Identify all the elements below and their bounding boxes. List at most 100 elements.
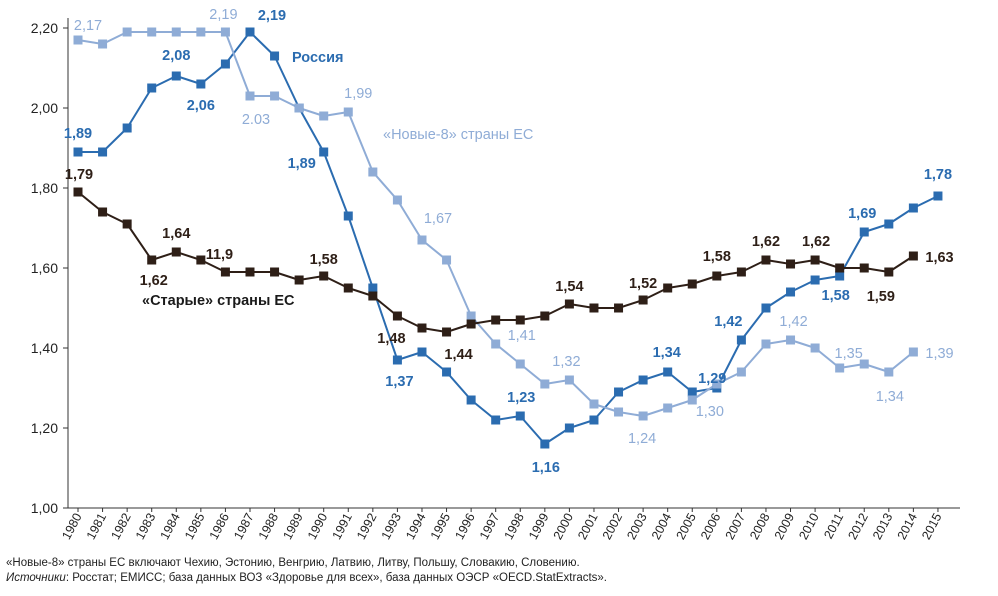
marker-new8 bbox=[908, 347, 918, 357]
marker-russia bbox=[368, 283, 378, 293]
series-markers bbox=[73, 27, 943, 449]
y-tick-label: 1,20 bbox=[31, 420, 58, 436]
marker-old bbox=[171, 247, 181, 257]
data-label-new8: 1,42 bbox=[779, 314, 807, 330]
data-label-russia: 1,37 bbox=[385, 374, 413, 390]
marker-old bbox=[810, 255, 820, 265]
marker-old bbox=[515, 315, 525, 325]
marker-new8 bbox=[638, 411, 648, 421]
x-tick-label: 2014 bbox=[895, 511, 920, 542]
x-tick-label: 1996 bbox=[452, 511, 477, 542]
marker-new8 bbox=[810, 343, 820, 353]
marker-new8 bbox=[319, 111, 329, 121]
series-name-old: «Старые» страны ЕС bbox=[142, 293, 295, 309]
marker-old bbox=[663, 283, 673, 293]
marker-old bbox=[368, 291, 378, 301]
x-tick-label: 1991 bbox=[330, 511, 355, 542]
marker-old bbox=[786, 259, 796, 269]
data-label-russia: 1,16 bbox=[532, 460, 560, 476]
marker-old bbox=[147, 255, 157, 265]
x-tick-label: 2013 bbox=[870, 511, 895, 542]
x-tick-label: 2007 bbox=[723, 511, 748, 542]
marker-new8 bbox=[761, 339, 771, 349]
marker-new8 bbox=[220, 27, 230, 37]
marker-new8 bbox=[614, 407, 624, 417]
marker-old bbox=[98, 207, 108, 217]
marker-new8 bbox=[147, 27, 157, 37]
marker-russia bbox=[810, 275, 820, 285]
marker-old bbox=[638, 295, 648, 305]
marker-russia bbox=[442, 367, 452, 377]
x-tick-label: 2009 bbox=[772, 511, 797, 542]
marker-old bbox=[319, 271, 329, 281]
x-tick-label: 1988 bbox=[256, 511, 281, 542]
marker-new8 bbox=[663, 403, 673, 413]
marker-new8 bbox=[515, 359, 525, 369]
marker-russia bbox=[417, 347, 427, 357]
marker-new8 bbox=[736, 367, 746, 377]
data-label-old: 1,62 bbox=[752, 234, 780, 250]
footnote-note: «Новые-8» страны ЕС включают Чехию, Эсто… bbox=[6, 557, 580, 569]
marker-new8 bbox=[564, 375, 574, 385]
data-label-old: 11,9 bbox=[206, 247, 233, 263]
data-label-new8: 2,19 bbox=[209, 7, 237, 23]
marker-old bbox=[442, 327, 452, 337]
marker-old bbox=[908, 251, 918, 261]
marker-new8 bbox=[245, 91, 255, 101]
marker-old bbox=[270, 267, 280, 277]
data-label-old: 1,59 bbox=[867, 289, 895, 305]
marker-russia bbox=[245, 27, 255, 37]
x-tick-label: 1986 bbox=[207, 511, 232, 542]
x-tick-label: 2002 bbox=[600, 511, 625, 542]
data-label-russia: 2,08 bbox=[162, 48, 190, 64]
x-tick-label: 2005 bbox=[673, 511, 698, 542]
marker-russia bbox=[736, 335, 746, 345]
data-label-new8: 1,35 bbox=[835, 346, 863, 362]
y-tick-label: 1,60 bbox=[31, 260, 58, 276]
tfr-line-chart: 1,00 1,20 1,40 1,60 1,80 2,00 2,20 1980 1981 1982… bbox=[31, 7, 960, 542]
y-tick-label: 1,00 bbox=[31, 500, 58, 516]
x-tick-label: 1999 bbox=[526, 511, 551, 542]
x-tick-label: 1985 bbox=[182, 511, 207, 542]
marker-old bbox=[736, 267, 746, 277]
x-tick-label: 1984 bbox=[158, 511, 183, 542]
x-tick-label: 2003 bbox=[624, 511, 649, 542]
marker-new8 bbox=[368, 167, 378, 177]
data-label-new8: 1,39 bbox=[925, 346, 953, 362]
x-tick-label: 1993 bbox=[379, 511, 404, 542]
data-label-old: 1,79 bbox=[65, 167, 93, 183]
y-tick-label: 1,80 bbox=[31, 180, 58, 196]
x-tick-label: 1994 bbox=[403, 511, 428, 542]
marker-russia bbox=[687, 387, 697, 397]
x-tick-label: 2008 bbox=[747, 511, 772, 542]
marker-new8 bbox=[122, 27, 132, 37]
data-label-old: 1,58 bbox=[703, 249, 731, 265]
x-tick-label: 1981 bbox=[84, 511, 109, 542]
marker-new8 bbox=[540, 379, 550, 389]
data-label-russia: 1,89 bbox=[288, 156, 316, 172]
marker-new8 bbox=[73, 35, 83, 45]
data-label-russia: 1,69 bbox=[848, 206, 876, 222]
marker-russia bbox=[196, 79, 206, 89]
data-label-russia: 1,29 bbox=[698, 371, 726, 387]
marker-old bbox=[294, 275, 304, 285]
marker-russia bbox=[73, 147, 83, 157]
marker-old bbox=[540, 311, 550, 321]
data-label-russia: 2,06 bbox=[187, 98, 215, 114]
marker-russia bbox=[122, 123, 132, 133]
x-tick-label: 2015 bbox=[919, 511, 944, 542]
marker-old bbox=[343, 283, 353, 293]
data-label-russia: 1,34 bbox=[653, 345, 681, 361]
x-tick-label: 1990 bbox=[305, 511, 330, 542]
x-tick-label: 1998 bbox=[501, 511, 526, 542]
marker-russia bbox=[761, 303, 771, 313]
series-line-new8 bbox=[77, 31, 915, 417]
y-tick-label: 1,40 bbox=[31, 340, 58, 356]
data-label-old: 1,54 bbox=[555, 279, 583, 295]
marker-old bbox=[712, 271, 722, 281]
x-tick-label: 2011 bbox=[821, 511, 846, 541]
marker-russia bbox=[884, 219, 894, 229]
data-label-old: 1,63 bbox=[925, 250, 953, 266]
x-tick-label: 2001 bbox=[575, 511, 600, 542]
marker-russia bbox=[147, 83, 157, 93]
